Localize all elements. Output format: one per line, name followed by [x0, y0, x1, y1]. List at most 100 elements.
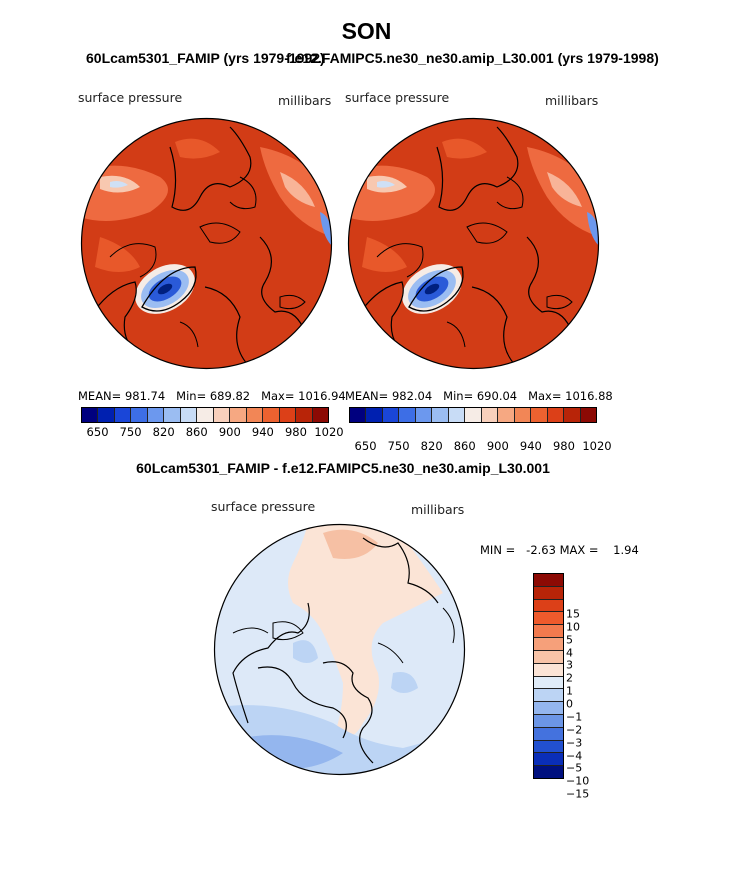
colorbar-tick-label: 3: [566, 658, 573, 672]
colorbar-tick-label: 980: [552, 439, 575, 453]
colorbar-tick-label: −15: [566, 787, 590, 801]
colorbar-tick-label: 650: [354, 439, 377, 453]
colorbar-swatch: [564, 408, 581, 422]
colorbar-swatch: [246, 408, 264, 422]
colorbar-swatch: [82, 408, 99, 422]
colorbar-tick-label: 1020: [582, 439, 612, 453]
colorbar-swatch: [534, 702, 563, 715]
colorbar-tick-label: 650: [86, 425, 109, 439]
colorbar-tick-label: 1: [566, 684, 573, 698]
colorbar-swatch: [296, 408, 313, 422]
colorbar-tick-label: 820: [420, 439, 443, 453]
colorbar-swatch: [415, 408, 433, 422]
colorbar-swatch: [350, 408, 367, 422]
panel-2-max: Max= 1016.88: [528, 389, 613, 403]
panel-2-variable-label: surface pressure: [345, 90, 450, 105]
colorbar-swatch: [534, 612, 563, 626]
colorbar-swatch: [98, 408, 115, 422]
colorbar-swatch: [534, 727, 563, 741]
colorbar-tick-label: 4: [566, 646, 573, 659]
colorbar-tick-label: 15: [566, 607, 580, 621]
colorbar-tick-label: 820: [152, 425, 175, 439]
colorbar-swatch: [263, 408, 280, 422]
colorbar-1-ticks: 650 750 820 860 900 940 980 1020: [81, 425, 344, 439]
colorbar-swatch: [164, 408, 181, 422]
colorbar-swatch: [481, 408, 499, 422]
colorbar-swatch: [534, 650, 563, 664]
page-title: SON: [341, 18, 392, 44]
colorbar-swatch: [531, 408, 548, 422]
colorbar-swatch: [534, 638, 563, 651]
panel-1-mean: MEAN= 981.74: [78, 389, 166, 403]
colorbar-swatch: [534, 676, 563, 690]
panel-1-subtitle: 60Lcam5301_FAMIP (yrs 1979-1992): [86, 50, 325, 66]
colorbar-swatch: [312, 408, 329, 422]
colorbar-swatch: [580, 408, 597, 422]
colorbar-swatch: [534, 714, 563, 728]
colorbar-tick-label: −2: [566, 723, 583, 737]
colorbar-swatch: [213, 408, 231, 422]
colorbar-tick-label: 1020: [314, 425, 344, 439]
colorbar-tick-label: −5: [566, 761, 583, 775]
colorbar-swatch: [534, 625, 563, 639]
colorbar-swatch: [180, 408, 198, 422]
polar-map-1: [80, 117, 333, 370]
colorbar-swatch: [547, 408, 565, 422]
colorbar-tick-label: −1: [566, 710, 583, 724]
panel-1-min: Min= 689.82: [176, 389, 251, 403]
colorbar-tick-label: 5: [566, 633, 573, 647]
panel-1-max: Max= 1016.94: [261, 389, 346, 403]
colorbar-1: [81, 407, 329, 423]
colorbar-tick-label: 2: [566, 671, 573, 685]
colorbar-swatch: [534, 753, 563, 767]
colorbar-2: [349, 407, 597, 423]
colorbar-swatch: [534, 766, 563, 778]
panel-1-variable-label: surface pressure: [78, 90, 183, 105]
colorbar-swatch: [114, 408, 132, 422]
panel-1-units-label: millibars: [278, 93, 332, 108]
colorbar-swatch: [197, 408, 214, 422]
colorbar-swatch: [534, 740, 563, 754]
colorbar-swatch: [498, 408, 515, 422]
colorbar-tick-label: 900: [218, 425, 241, 439]
colorbar-2-ticks: 650 750 820 860 900 940 980 1020: [349, 439, 612, 453]
colorbar-tick-label: −4: [566, 749, 583, 762]
colorbar-swatch: [534, 574, 563, 587]
colorbar-swatch: [230, 408, 247, 422]
colorbar-swatch: [432, 408, 449, 422]
colorbar-tick-label: −10: [566, 774, 590, 788]
panel-2-subtitle: f.e12.FAMIPC5.ne30_ne30.amip_L30.001 (yr…: [286, 50, 659, 66]
diff-variable-label: surface pressure: [211, 499, 316, 514]
colorbar-tick-label: 750: [119, 425, 142, 439]
colorbar-swatch: [534, 663, 563, 677]
polar-map-difference: [213, 523, 466, 776]
colorbar-swatch: [534, 689, 563, 703]
colorbar-tick-label: 860: [185, 425, 208, 439]
colorbar-tick-label: 940: [251, 425, 274, 439]
panel-2-min: Min= 690.04: [443, 389, 518, 403]
diff-subtitle: 60Lcam5301_FAMIP - f.e12.FAMIPC5.ne30_ne…: [136, 460, 550, 476]
colorbar-tick-label: 900: [486, 439, 509, 453]
diff-units-label: millibars: [411, 502, 465, 517]
colorbar-swatch: [514, 408, 532, 422]
colorbar-tick-label: 940: [519, 439, 542, 453]
panel-2-units-label: millibars: [545, 93, 599, 108]
diff-minmax: MIN = -2.63 MAX = 1.94: [480, 543, 639, 557]
colorbar-swatch: [131, 408, 148, 422]
colorbar-tick-label: 980: [284, 425, 307, 439]
colorbar-swatch: [366, 408, 383, 422]
polar-map-2: [347, 117, 600, 370]
colorbar-tick-label: 750: [387, 439, 410, 453]
colorbar-tick-label: 0: [566, 697, 573, 711]
colorbar-swatch: [534, 599, 563, 613]
diff-colorbar-ticks: 15 10 5 4 3 2 1 0 −1 −2 −3 −4 −5 −10 −15: [548, 601, 589, 807]
colorbar-swatch: [448, 408, 466, 422]
colorbar-tick-label: −3: [566, 736, 583, 750]
colorbar-swatch: [534, 586, 563, 600]
diff-colorbar: [533, 573, 564, 779]
colorbar-tick-label: 10: [566, 620, 580, 634]
panel-2-mean: MEAN= 982.04: [345, 389, 433, 403]
colorbar-swatch: [465, 408, 482, 422]
colorbar-swatch: [279, 408, 297, 422]
colorbar-tick-label: 860: [453, 439, 476, 453]
